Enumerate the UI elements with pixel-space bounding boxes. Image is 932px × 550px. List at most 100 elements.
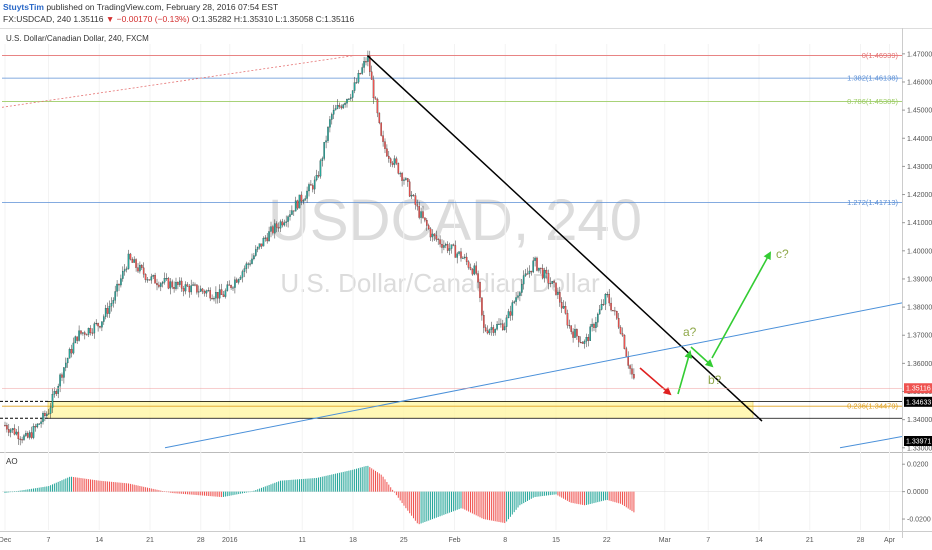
quote-line: FX:USDCAD, 240 1.35116 ▼ −0.00170 (−0.13… [3, 14, 354, 24]
ao-bar [226, 491, 228, 497]
candle-body [532, 260, 534, 273]
fib-label: 0(1.46939) [862, 51, 899, 60]
candle-body [401, 173, 403, 181]
candle-body [475, 265, 477, 274]
time-tick-label: 21 [806, 537, 814, 544]
ao-bar [572, 491, 574, 504]
candle-body [494, 329, 496, 333]
time-tick-label: 18 [349, 537, 357, 544]
time-tick-label: 7 [47, 537, 51, 544]
time-axis-border [0, 531, 932, 532]
ao-bar [204, 491, 205, 496]
candle-body [443, 245, 445, 248]
ao-bar [135, 485, 137, 492]
ao-bar [318, 477, 319, 492]
ao-bar [418, 491, 420, 525]
ao-bar [181, 491, 183, 494]
ao-bar [266, 485, 268, 492]
candle-body [101, 321, 103, 328]
candle-body [427, 225, 430, 229]
candle-body [186, 284, 189, 287]
candle-body [163, 278, 166, 283]
candle-body [429, 228, 432, 238]
candle-body [209, 290, 211, 299]
price-axis[interactable]: 1.47000 1.46000 1.45000 1.44000 1.43000 1.420… [2, 28, 932, 538]
ao-bar [33, 488, 34, 492]
ao-bar [169, 491, 171, 493]
ao-bar [346, 471, 348, 492]
candle-body [298, 194, 301, 209]
ao-bar [185, 491, 186, 495]
ao-bar [285, 480, 287, 492]
candle-body [61, 374, 63, 378]
candle-body [623, 335, 626, 349]
candle-body [154, 275, 156, 284]
candle-body [520, 283, 523, 293]
candle-body [114, 291, 116, 301]
candle-body [45, 413, 48, 417]
ao-label: AO [6, 457, 18, 466]
candle-body [47, 413, 50, 415]
support-zone-layer [0, 400, 902, 419]
ao-bar [361, 467, 363, 492]
candle-body [490, 327, 493, 330]
ao-bar [502, 491, 504, 523]
candle-body [452, 244, 455, 246]
candle-body [568, 325, 571, 327]
grid [0, 44, 932, 530]
candle-body [445, 244, 447, 246]
ao-bar [65, 478, 67, 492]
ao-bar [479, 491, 481, 518]
time-axis[interactable]: Dec 7 14 21 28 2016 11 18 25 Feb 8 15 22 Mar 7 14 21 28 Ap… [0, 531, 932, 544]
ao-bar [538, 491, 540, 497]
candle-body [633, 374, 635, 379]
ao-bar [190, 491, 192, 495]
ao-bar [283, 480, 285, 492]
chart-header: StuytsTim published on TradingView.com, … [0, 0, 932, 26]
price-tick-label: 1.38000 [907, 305, 932, 312]
candle-body [334, 108, 337, 111]
ao-bar [494, 491, 496, 522]
candle-body [9, 429, 12, 433]
candle-body [346, 99, 348, 104]
price-tick-label: 1.36000 [907, 361, 932, 368]
ao-bar [19, 490, 21, 492]
candle-body [6, 425, 8, 430]
ao-bar [253, 490, 255, 492]
candle-body [355, 82, 358, 84]
ao-bar [591, 491, 593, 504]
candle-body [509, 311, 512, 316]
ao-bar [67, 477, 69, 492]
ao-bar [337, 473, 338, 492]
ao-bar [477, 491, 479, 517]
time-tick-label: Dec [0, 537, 12, 544]
ao-bar [297, 479, 299, 492]
ao-bar [278, 481, 280, 492]
ao-bar [109, 481, 110, 492]
ao-bar [143, 486, 145, 492]
candle-body [486, 330, 489, 334]
ao-bar [407, 491, 409, 511]
candle-body [530, 270, 533, 273]
price-tick-label: 1.45000 [907, 108, 932, 115]
candle-body [196, 284, 198, 293]
candle-body [338, 105, 341, 107]
ao-bar [388, 484, 390, 492]
ao-bar [443, 491, 445, 515]
candle-body [74, 336, 77, 344]
ao-bar [192, 491, 194, 495]
ao-bar [511, 491, 513, 515]
ao-bar [264, 486, 266, 492]
candle-body [391, 162, 394, 165]
ao-bar [449, 491, 451, 513]
ao-bar [280, 480, 281, 492]
ao-bar [378, 473, 380, 492]
ao-bar [342, 471, 344, 492]
time-tick-label: 14 [755, 537, 763, 544]
author-link[interactable]: StuytsTim [3, 2, 44, 12]
ao-bar [90, 479, 91, 492]
candle-body [57, 386, 59, 394]
candle-body [294, 200, 297, 212]
candle-body [125, 268, 128, 270]
